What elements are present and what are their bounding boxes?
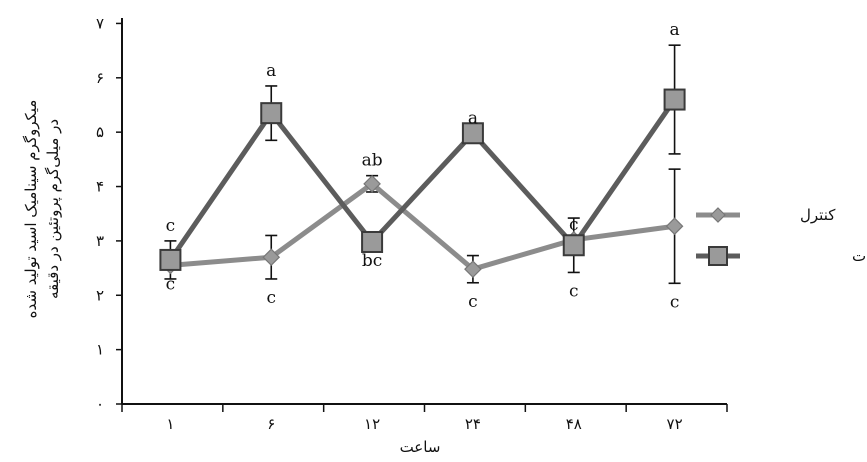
x-tick-label: ۱ [166, 415, 174, 433]
significance-label: a [266, 61, 276, 81]
data-point-square [361, 230, 384, 253]
x-axis-title: ساعت [400, 438, 441, 456]
significance-label: c [166, 274, 176, 294]
legend: کنترل متیل جاسمونات [696, 206, 867, 266]
y-axis-title-line1: میکروگرم سیناميک اسید تولید شده [22, 100, 40, 319]
y-axis-title: میکروگرم سیناميک اسید تولید شده در میلی‌… [22, 100, 63, 319]
y-tick-label: ۶ [96, 69, 104, 87]
data-point-diamond [665, 217, 684, 236]
significance-label: c [569, 281, 579, 301]
legend-label: متیل جاسمونات [852, 247, 867, 265]
series-lines [168, 98, 677, 272]
x-tick-label: ۶ [267, 415, 275, 433]
significance-label: ab [362, 151, 383, 171]
significance-label: c [569, 215, 579, 235]
error-bars [164, 44, 681, 285]
significance-label: bc [362, 251, 382, 271]
y-tick-label: ۴ [96, 178, 104, 196]
y-tick-label: ۲ [96, 286, 104, 304]
x-tick-label: ۷۲ [667, 415, 683, 433]
legend-marker-square [708, 246, 728, 266]
significance-label: c [468, 292, 478, 312]
data-point-diamond [464, 260, 482, 279]
y-tick-label: ۰ [96, 395, 104, 413]
x-tick-label: ۱۲ [364, 415, 380, 433]
y-tick-label: ۱ [96, 341, 104, 359]
series-line [168, 98, 677, 262]
significance-label: c [166, 216, 176, 236]
data-point-square [663, 88, 686, 111]
significance-label: a [468, 108, 478, 128]
significance-label: a [670, 20, 680, 40]
data-point-diamond [363, 174, 381, 193]
legend-label: کنترل [800, 206, 836, 224]
y-tick-label: ۷ [96, 14, 104, 32]
x-tick-label: ۲۴ [465, 415, 481, 433]
data-point-square [461, 122, 484, 145]
series-markers [159, 88, 686, 279]
x-tick-label: ۴۸ [566, 415, 582, 433]
data-point-square [159, 248, 182, 271]
series-line [170, 181, 675, 272]
significance-label: c [670, 292, 680, 312]
y-tick-label: ۵ [96, 123, 104, 141]
data-point-square [260, 102, 283, 125]
data-point-diamond [262, 248, 281, 267]
y-axis-title-line2: در میلی‌گرم پروتئین در دقیقه [44, 119, 63, 299]
y-tick-label: ۳ [96, 232, 104, 250]
significance-label: c [266, 288, 276, 308]
legend-marker-diamond [710, 207, 726, 223]
data-point-square [562, 234, 585, 257]
